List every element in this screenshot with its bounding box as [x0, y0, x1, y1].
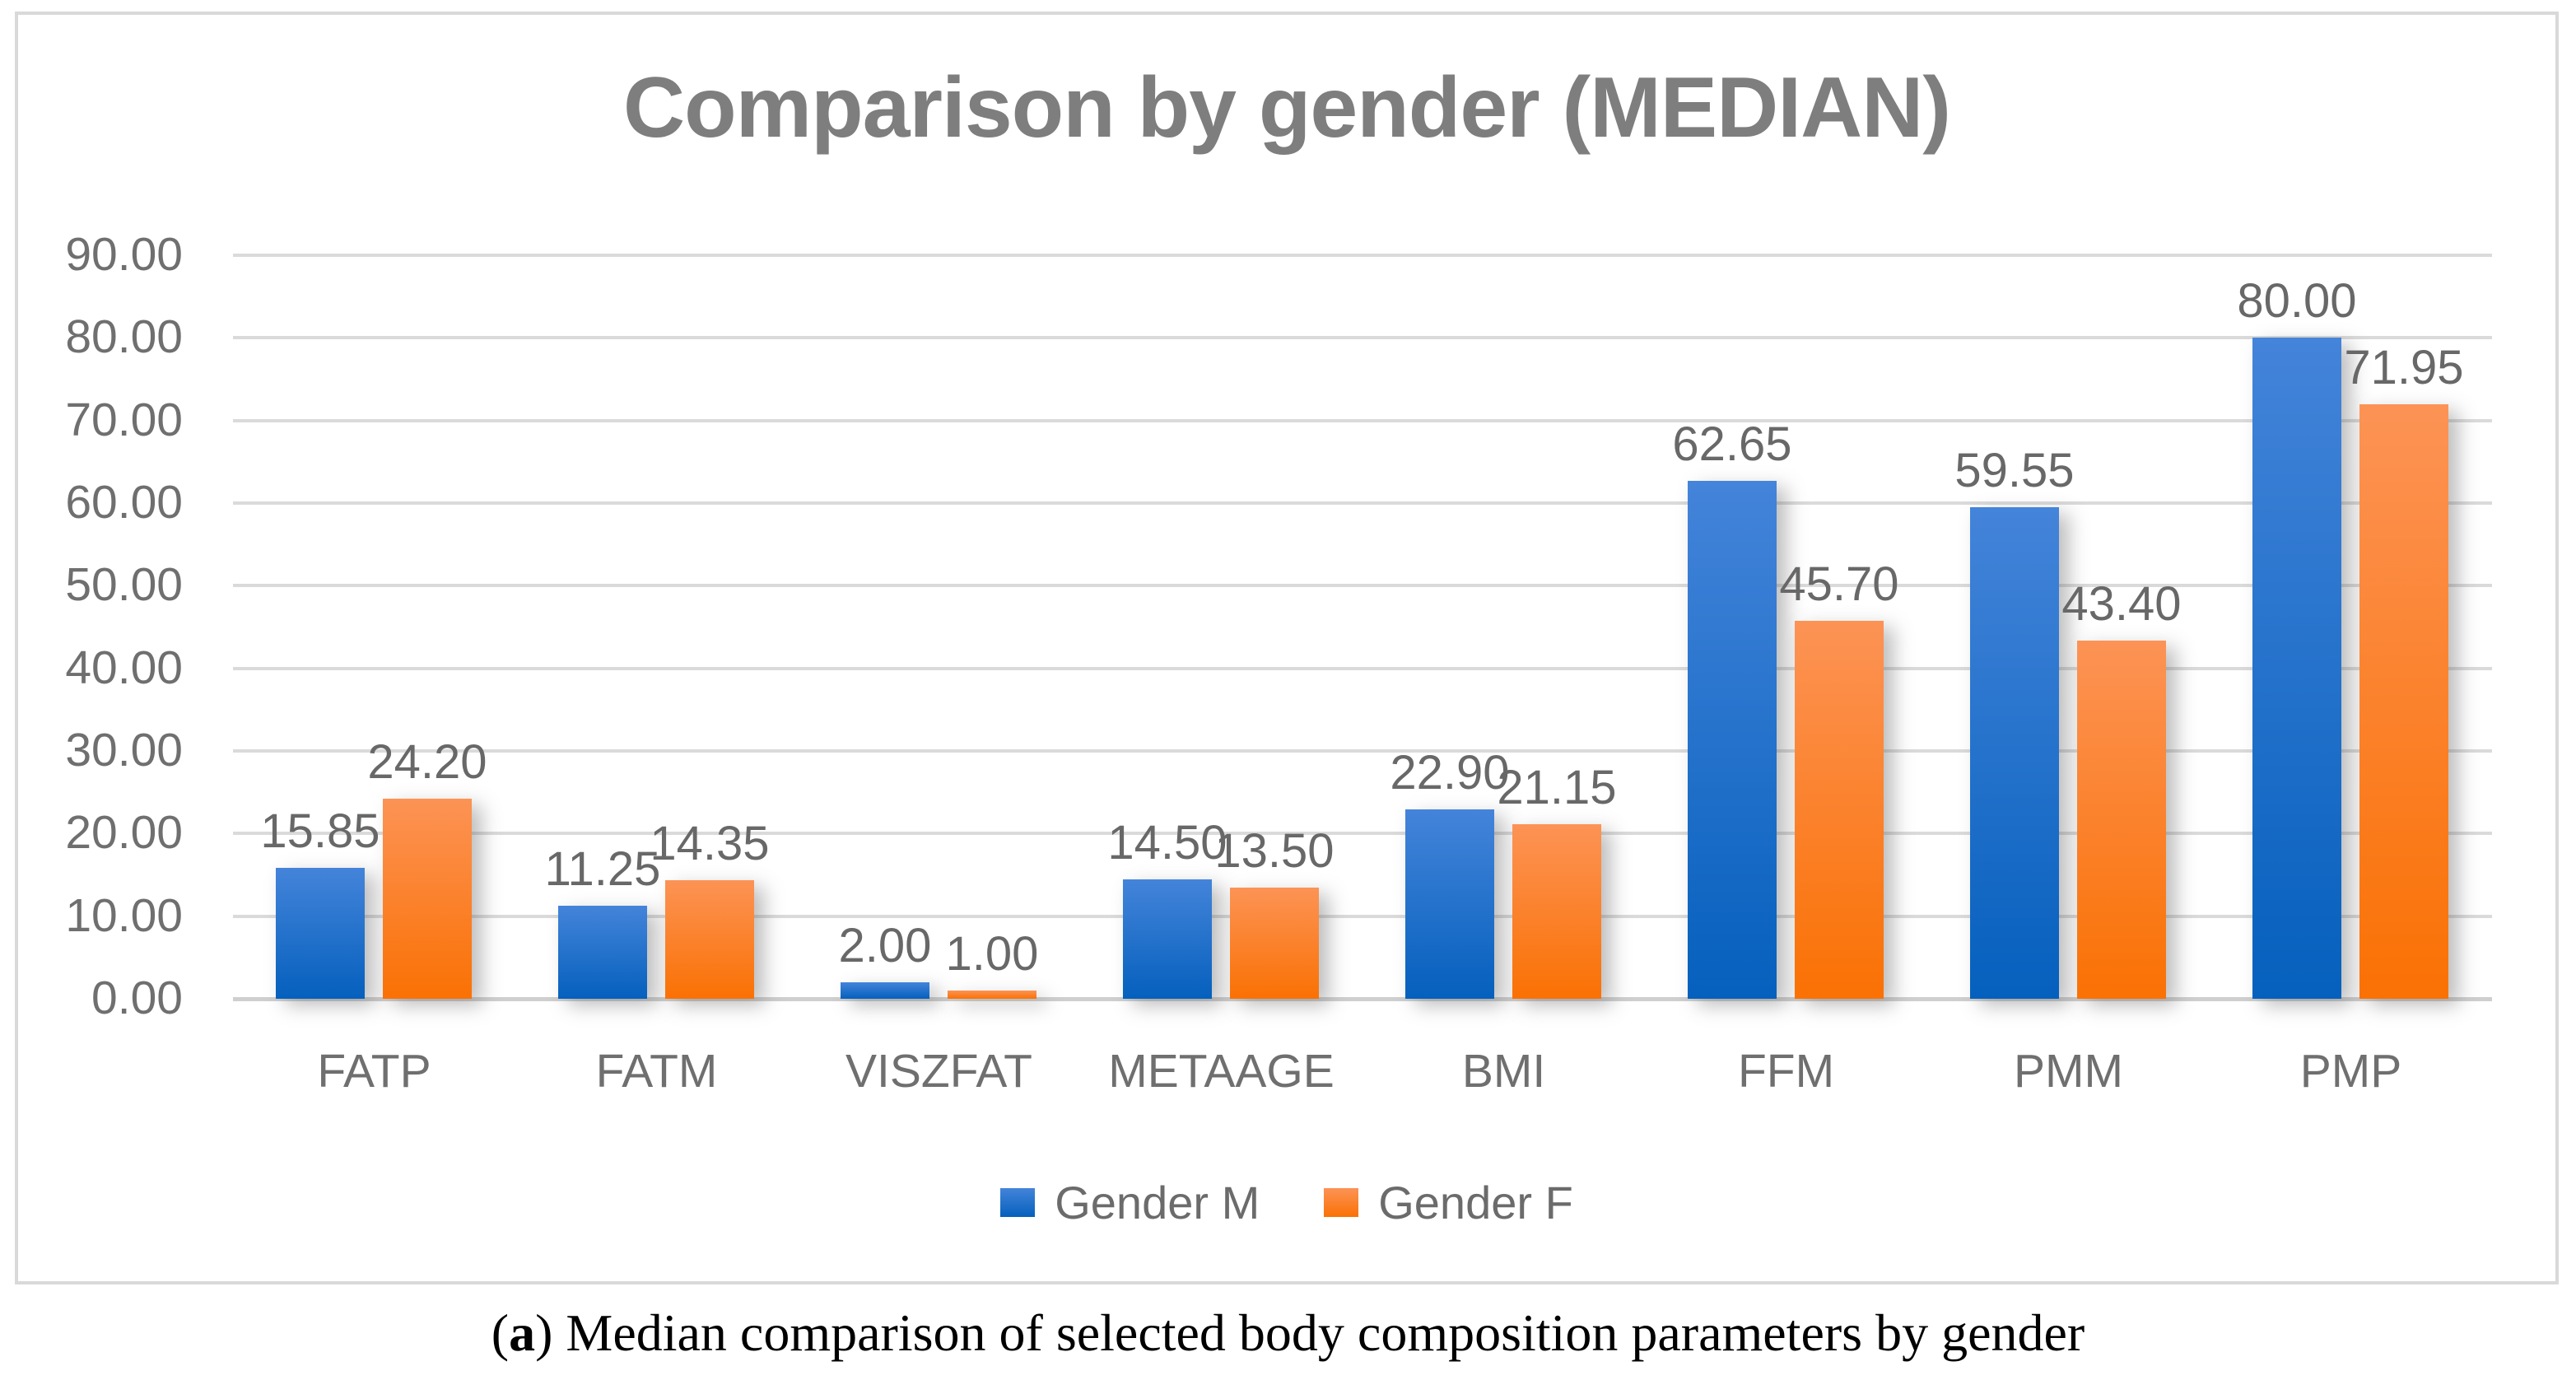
- legend-label: Gender M: [1055, 1177, 1260, 1228]
- category-label: FFM: [1737, 1045, 1835, 1098]
- data-label: 14.35: [650, 817, 770, 871]
- chart-title: Comparison by gender (MEDIAN): [623, 60, 1951, 156]
- legend-item: Gender M: [1000, 1176, 1260, 1229]
- data-label: 14.50: [1107, 815, 1227, 869]
- category-label: FATM: [595, 1045, 718, 1098]
- y-tick-label: 80.00: [65, 310, 183, 364]
- y-tick-label: 60.00: [65, 476, 183, 529]
- y-gridline: [233, 914, 2492, 918]
- category-label: METAAGE: [1108, 1045, 1335, 1098]
- y-tick-label: 10.00: [65, 888, 183, 942]
- category-label: VISZFAT: [845, 1045, 1032, 1098]
- caption-text: ) Median comparison of selected body com…: [535, 1303, 2085, 1362]
- chart-legend: Gender M Gender F: [15, 1176, 2559, 1229]
- bar-gender-f: [2359, 404, 2448, 999]
- category-label: PMP: [2299, 1045, 2402, 1098]
- data-label: 62.65: [1672, 417, 1792, 472]
- bar-gender-f: [1512, 823, 1601, 999]
- y-tick-label: 20.00: [65, 806, 183, 860]
- data-label: 71.95: [2344, 341, 2464, 395]
- bar-gender-m: [1123, 879, 1212, 999]
- bar-gender-m: [1688, 481, 1777, 999]
- y-tick-label: 0.00: [91, 972, 183, 1024]
- bar-gender-m: [841, 981, 929, 999]
- data-label: 2.00: [838, 918, 932, 972]
- bar-gender-f: [1230, 887, 1319, 999]
- bar-gender-m: [1405, 809, 1494, 999]
- y-tick-label: 40.00: [65, 641, 183, 694]
- y-tick-label: 30.00: [65, 724, 183, 776]
- y-gridline: [233, 501, 2492, 505]
- plot-area: 15.85 24.20 11.25 14.35 2.00 1.00 14.50 13.50 22…: [233, 254, 2492, 1001]
- y-gridline: [233, 336, 2492, 340]
- y-gridline: [233, 418, 2492, 422]
- caption-paren-open: (: [491, 1303, 510, 1362]
- y-gridline: [233, 832, 2492, 836]
- bar-gender-f: [2077, 640, 2166, 999]
- x-axis-line: [233, 997, 2492, 1001]
- y-gridline: [233, 749, 2492, 753]
- category-label: PMM: [2014, 1045, 2123, 1098]
- figure-caption: (a) Median comparison of selected body c…: [0, 1303, 2576, 1364]
- bar-gender-m: [1970, 506, 2059, 999]
- data-label: 24.20: [367, 735, 487, 790]
- data-label: 1.00: [945, 926, 1039, 981]
- data-label: 11.25: [544, 842, 661, 897]
- data-label: 22.90: [1390, 746, 1510, 800]
- legend-swatch-gender-f: [1324, 1188, 1359, 1217]
- legend-swatch-gender-m: [1000, 1188, 1036, 1217]
- bar-gender-f: [665, 880, 754, 999]
- bar-gender-f: [948, 990, 1036, 999]
- category-label: FATP: [317, 1045, 431, 1098]
- data-label: 45.70: [1779, 557, 1899, 612]
- legend-label: Gender F: [1378, 1177, 1573, 1228]
- y-tick-label: 50.00: [65, 558, 183, 612]
- bar-gender-m: [558, 906, 647, 999]
- category-label: BMI: [1461, 1045, 1546, 1098]
- legend-item: Gender F: [1324, 1176, 1573, 1229]
- bar-gender-f: [1795, 621, 1884, 999]
- data-label: 59.55: [1954, 443, 2075, 497]
- y-gridline: [233, 254, 2492, 257]
- data-label: 15.85: [260, 804, 380, 858]
- y-tick-label: 70.00: [65, 393, 183, 446]
- y-tick-label: 90.00: [65, 228, 183, 281]
- caption-marker: a: [509, 1303, 536, 1362]
- data-label: 21.15: [1497, 760, 1617, 814]
- bar-gender-m: [2252, 338, 2341, 999]
- data-label: 13.50: [1214, 823, 1335, 878]
- bar-gender-m: [276, 867, 365, 999]
- y-gridline: [233, 584, 2492, 588]
- y-gridline: [233, 666, 2492, 670]
- data-label: 80.00: [2237, 274, 2357, 329]
- data-label: 43.40: [2061, 576, 2182, 631]
- bar-gender-f: [383, 799, 472, 999]
